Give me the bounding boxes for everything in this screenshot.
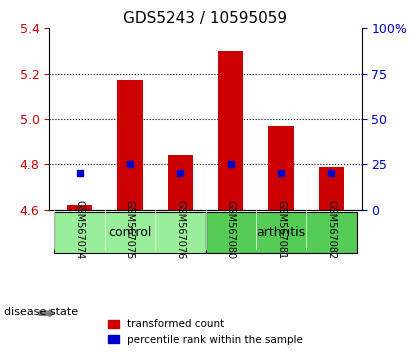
Text: GSM567082: GSM567082 bbox=[326, 200, 337, 259]
FancyBboxPatch shape bbox=[206, 212, 357, 253]
Bar bbox=[218, 51, 243, 210]
Text: GSM567076: GSM567076 bbox=[175, 200, 185, 259]
Text: GSM567075: GSM567075 bbox=[125, 200, 135, 259]
Bar bbox=[319, 166, 344, 210]
Text: disease state: disease state bbox=[4, 307, 78, 316]
Text: control: control bbox=[108, 226, 152, 239]
Bar bbox=[268, 126, 294, 210]
Legend: transformed count, percentile rank within the sample: transformed count, percentile rank withi… bbox=[104, 315, 307, 349]
Bar bbox=[168, 155, 193, 210]
Text: GSM567074: GSM567074 bbox=[74, 200, 85, 259]
Bar bbox=[117, 80, 143, 210]
Text: GSM567080: GSM567080 bbox=[226, 200, 236, 259]
Title: GDS5243 / 10595059: GDS5243 / 10595059 bbox=[123, 11, 288, 26]
FancyBboxPatch shape bbox=[54, 212, 206, 253]
Text: GSM567081: GSM567081 bbox=[276, 200, 286, 259]
Bar bbox=[67, 205, 92, 210]
Text: arthritis: arthritis bbox=[256, 226, 306, 239]
